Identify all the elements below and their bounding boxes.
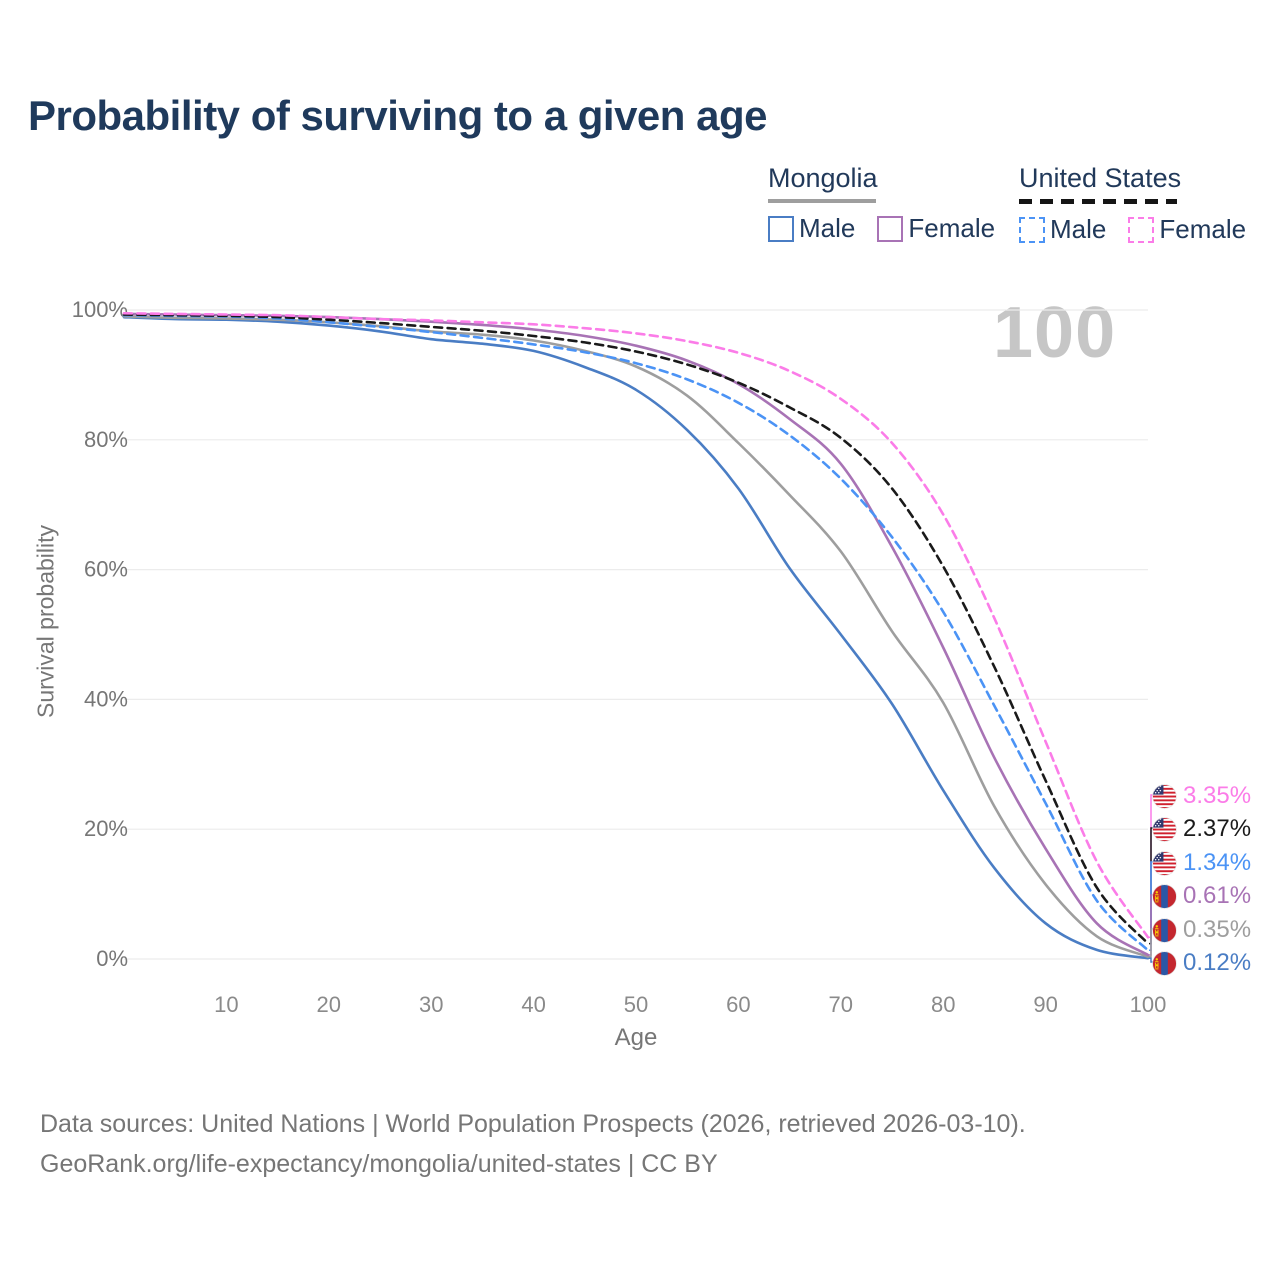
x-tick-label: 60 (726, 992, 750, 1017)
legend-united-states-line-swatch (1019, 199, 1177, 204)
us-flag-icon (1152, 816, 1177, 842)
attribution-line: GeoRank.org/life-expectancy/mongolia/uni… (40, 1150, 718, 1178)
legend-mongolia-name: Mongolia (768, 163, 878, 193)
y-tick-label: 60% (84, 557, 128, 582)
x-tick-label: 80 (931, 992, 955, 1017)
end-label-value: 0.61% (1183, 882, 1252, 909)
mongolia-flag-icon (1152, 917, 1177, 943)
x-tick-label: 40 (521, 992, 545, 1017)
legend-mongolia-line-swatch (768, 199, 876, 203)
mongolia-flag-icon (1152, 950, 1177, 976)
legend-group-united-states: United States Male Female (1019, 163, 1246, 245)
mongolia-male-swatch-icon (768, 215, 794, 242)
end-label-value: 2.37% (1183, 815, 1252, 842)
legend-label: Male (1050, 214, 1107, 244)
y-axis-title: Survival probability (32, 524, 59, 719)
end-label-row: 1.34% (1152, 849, 1251, 877)
curve-mongolia-female (122, 312, 1150, 957)
end-label-value: 3.35% (1183, 782, 1252, 809)
us-flag-icon (1152, 850, 1177, 876)
footer: Data sources: United Nations | World Pop… (40, 1104, 1026, 1184)
mongolia-female-swatch-icon (877, 215, 904, 242)
legend-group-mongolia: Mongolia Male Female (768, 163, 995, 244)
data-source-line: Data sources: United Nations | World Pop… (40, 1110, 1026, 1138)
x-tick-label: 10 (214, 992, 238, 1017)
legend-item-mongolia-male: Male (768, 213, 855, 244)
curve-united-states-male (122, 313, 1150, 952)
curve-mongolia-both (122, 315, 1150, 958)
x-tick-label: 50 (624, 992, 648, 1017)
x-axis-title: Age (614, 1024, 658, 1051)
y-tick-label: 40% (84, 686, 128, 711)
mongolia-flag-icon (1152, 883, 1177, 909)
age-watermark: 100 (993, 293, 1117, 373)
y-tick-label: 100% (72, 297, 128, 322)
legend-label: Male (799, 213, 856, 243)
y-tick-label: 0% (96, 946, 128, 971)
end-label-value: 0.12% (1183, 949, 1252, 976)
page-title: Probability of surviving to a given age (28, 92, 767, 139)
end-label-row: 3.35% (1152, 782, 1251, 810)
curve-mongolia-male (122, 315, 1150, 960)
curve-united-states-female (122, 311, 1150, 939)
curve-united-states-both (122, 313, 1150, 945)
legend-label: Female (908, 213, 996, 243)
legend-item-us-male: Male (1019, 214, 1106, 245)
us-female-swatch-icon (1128, 216, 1155, 243)
legend-united-states-name: United States (1019, 163, 1182, 193)
y-tick-label: 80% (84, 427, 128, 452)
x-tick-label: 90 (1033, 992, 1057, 1017)
end-label-row: 0.61% (1152, 882, 1251, 910)
legend-item-us-female: Female (1128, 214, 1246, 245)
end-label-row: 0.12% (1152, 949, 1251, 977)
x-tick-label: 100 (1130, 992, 1167, 1017)
y-tick-label: 20% (84, 816, 128, 841)
end-label-value: 0.35% (1183, 916, 1252, 943)
end-label-row: 2.37% (1152, 815, 1251, 843)
end-label-row: 0.35% (1152, 916, 1251, 944)
legend-label: Female (1159, 214, 1247, 244)
us-male-swatch-icon (1019, 216, 1045, 243)
x-tick-label: 30 (419, 992, 443, 1017)
legend-item-mongolia-female: Female (877, 213, 995, 244)
us-flag-icon (1152, 783, 1177, 809)
x-tick-label: 70 (829, 992, 853, 1017)
end-label-value: 1.34% (1183, 849, 1252, 876)
x-tick-label: 20 (317, 992, 341, 1017)
